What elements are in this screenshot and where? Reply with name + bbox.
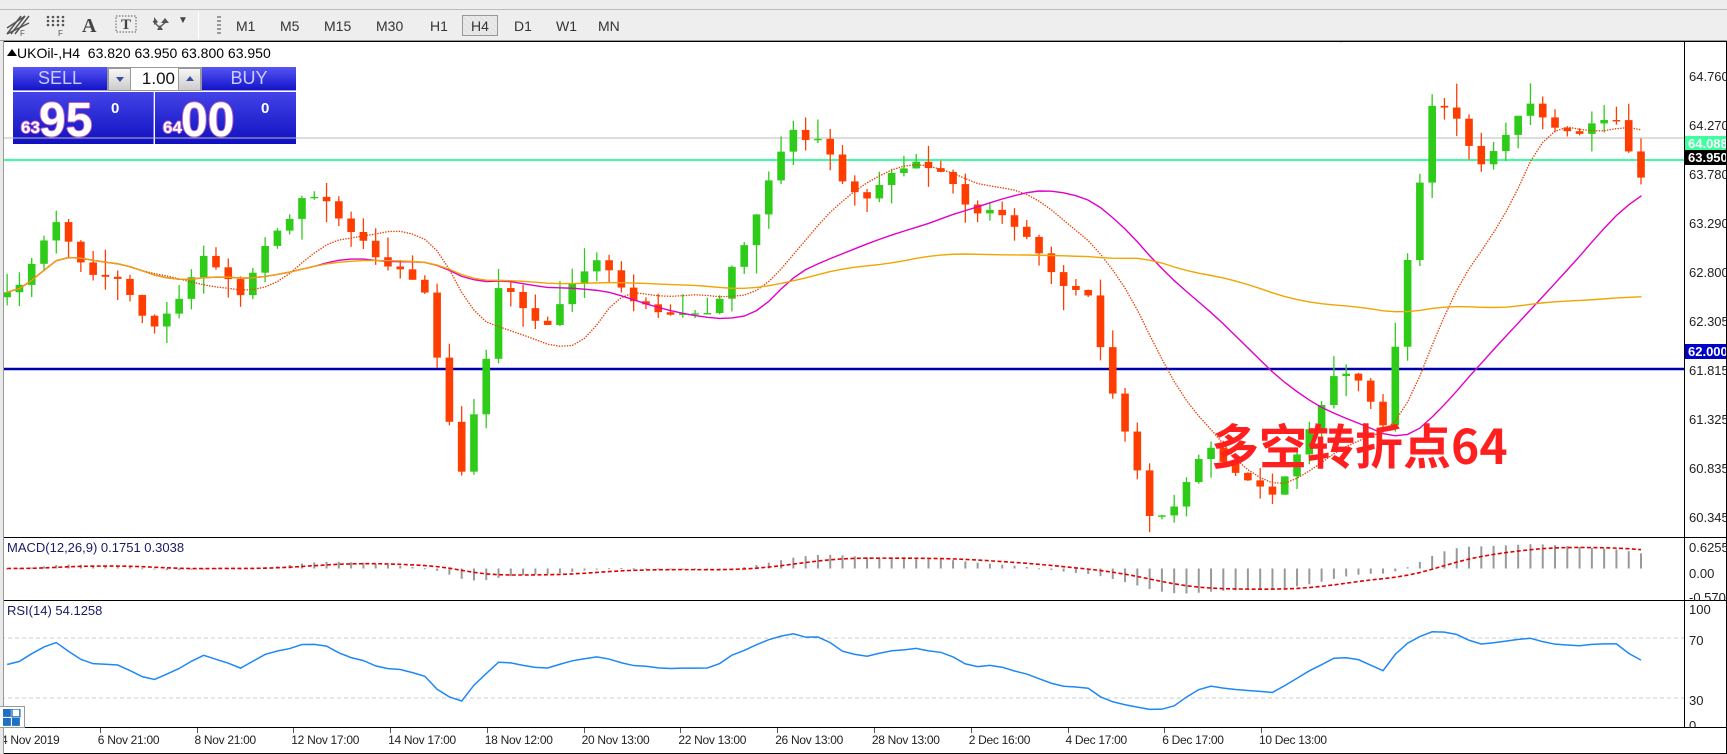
svg-text:F: F: [58, 29, 63, 37]
svg-text:多空转折点64: 多空转折点64: [1211, 408, 1508, 478]
svg-text:T: T: [121, 17, 131, 33]
svg-text:F: F: [20, 29, 25, 37]
